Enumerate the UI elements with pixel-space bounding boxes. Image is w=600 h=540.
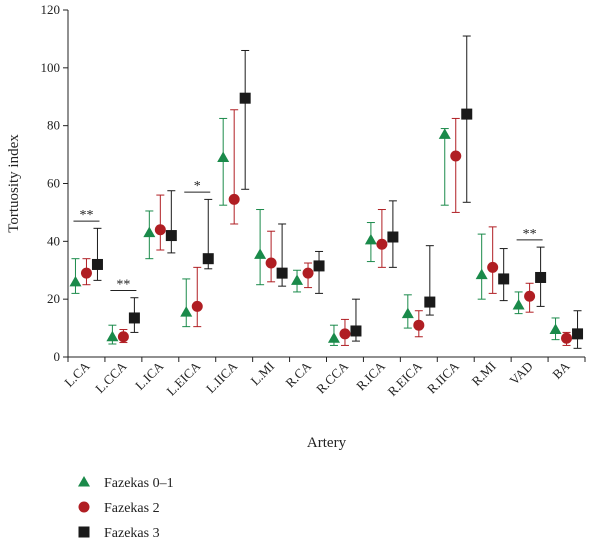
data-point-l-ca xyxy=(80,267,92,279)
x-tick-label-r-mi: R.MI xyxy=(469,359,499,389)
legend-label: Fazekas 3 xyxy=(104,526,160,540)
data-point-ba xyxy=(549,323,562,335)
data-point-r-eica xyxy=(424,296,436,308)
significance-label: ** xyxy=(116,277,130,292)
x-tick-label-ba: BA xyxy=(549,358,573,382)
x-tick-label-l-ca: L.CA xyxy=(61,358,93,390)
y-tick-label: 60 xyxy=(47,176,60,191)
data-point-r-ca xyxy=(291,274,304,285)
x-tick-label-l-ica: L.ICA xyxy=(132,358,167,393)
data-point-vad xyxy=(512,298,525,310)
data-point-l-mi xyxy=(254,248,267,259)
x-tick-label-l-eica: L.EICA xyxy=(163,358,203,398)
data-point-l-cca xyxy=(128,312,140,324)
legend-marker xyxy=(78,476,90,487)
x-tick-label-r-eica: R.EICA xyxy=(384,358,425,399)
x-tick-label-r-iica: R.IICA xyxy=(424,358,462,396)
series-fazekas-2 xyxy=(80,109,573,346)
data-point-r-ica xyxy=(376,238,388,250)
significance-annotations: ******* xyxy=(73,179,543,292)
data-point-r-mi xyxy=(498,273,510,285)
data-point-r-ica xyxy=(364,233,377,245)
legend-item-fazekas-0-1: Fazekas 0–1 xyxy=(78,476,174,491)
data-point-r-ica xyxy=(387,231,399,243)
y-axis-title: Tortuosity index xyxy=(6,134,22,233)
data-point-vad xyxy=(524,290,536,302)
data-point-l-eica xyxy=(202,253,214,265)
legend-label: Fazekas 2 xyxy=(104,501,160,516)
y-tick-label: 80 xyxy=(47,118,60,133)
x-tick-label-l-iica: L.IICA xyxy=(203,358,241,396)
data-point-l-cca xyxy=(117,331,129,343)
data-point-r-iica xyxy=(450,150,462,162)
y-tick-label: 0 xyxy=(54,349,61,364)
data-point-vad xyxy=(535,271,547,283)
data-point-r-cca xyxy=(327,332,340,343)
data-point-ba xyxy=(572,328,584,340)
data-point-l-mi xyxy=(265,257,277,269)
data-point-l-ca xyxy=(69,275,82,287)
data-point-r-mi xyxy=(487,261,499,273)
data-point-ba xyxy=(561,332,573,344)
data-point-r-ca xyxy=(302,267,314,279)
x-tick-label-vad: VAD xyxy=(506,359,535,388)
data-point-r-eica xyxy=(401,307,414,319)
data-point-r-iica xyxy=(438,128,451,139)
data-point-l-eica xyxy=(191,300,203,312)
series-fazekas-0-1 xyxy=(69,117,562,346)
data-point-r-iica xyxy=(461,108,473,120)
data-point-r-cca xyxy=(339,328,351,340)
data-point-r-eica xyxy=(413,319,425,331)
y-tick-label: 40 xyxy=(47,233,60,248)
x-tick-label-r-ica: R.ICA xyxy=(353,358,388,393)
y-tick-label: 120 xyxy=(41,2,61,17)
data-point-l-ica xyxy=(154,224,166,236)
x-tick-label-l-mi: L.MI xyxy=(247,359,277,389)
x-tick-label-r-cca: R.CCA xyxy=(313,358,351,396)
legend-marker xyxy=(78,526,90,538)
legend-item-fazekas-2: Fazekas 2 xyxy=(78,501,160,516)
data-point-r-mi xyxy=(475,268,488,280)
legend-marker xyxy=(78,501,90,513)
y-tick-label: 100 xyxy=(41,60,61,75)
significance-label: ** xyxy=(79,208,93,223)
y-axis: 0 20 40 60 80 100 120 xyxy=(41,2,69,364)
series-fazekas-3 xyxy=(91,35,584,349)
legend: Fazekas 0–1 Fazekas 2 Fazekas 3 xyxy=(78,476,174,540)
data-point-l-ica xyxy=(165,230,177,242)
data-point-l-iica xyxy=(239,92,251,104)
data-point-l-iica xyxy=(217,151,230,162)
x-tick-label-r-ca: R.CA xyxy=(282,358,314,390)
legend-label: Fazekas 0–1 xyxy=(104,476,174,491)
data-point-l-cca xyxy=(106,330,119,342)
data-point-l-iica xyxy=(228,193,240,205)
data-point-r-cca xyxy=(350,325,362,337)
data-point-l-ica xyxy=(143,226,156,238)
significance-label: ** xyxy=(523,227,537,242)
data-point-l-eica xyxy=(180,306,193,317)
plot-area xyxy=(69,35,584,349)
data-point-r-ca xyxy=(313,260,325,272)
x-tick-label-l-cca: L.CCA xyxy=(92,358,130,396)
x-axis-title: Artery xyxy=(307,435,347,451)
significance-label: * xyxy=(194,179,201,194)
data-point-l-mi xyxy=(276,267,288,279)
y-tick-label: 20 xyxy=(47,291,60,306)
data-point-l-ca xyxy=(91,258,103,270)
legend-item-fazekas-3: Fazekas 3 xyxy=(78,526,160,540)
